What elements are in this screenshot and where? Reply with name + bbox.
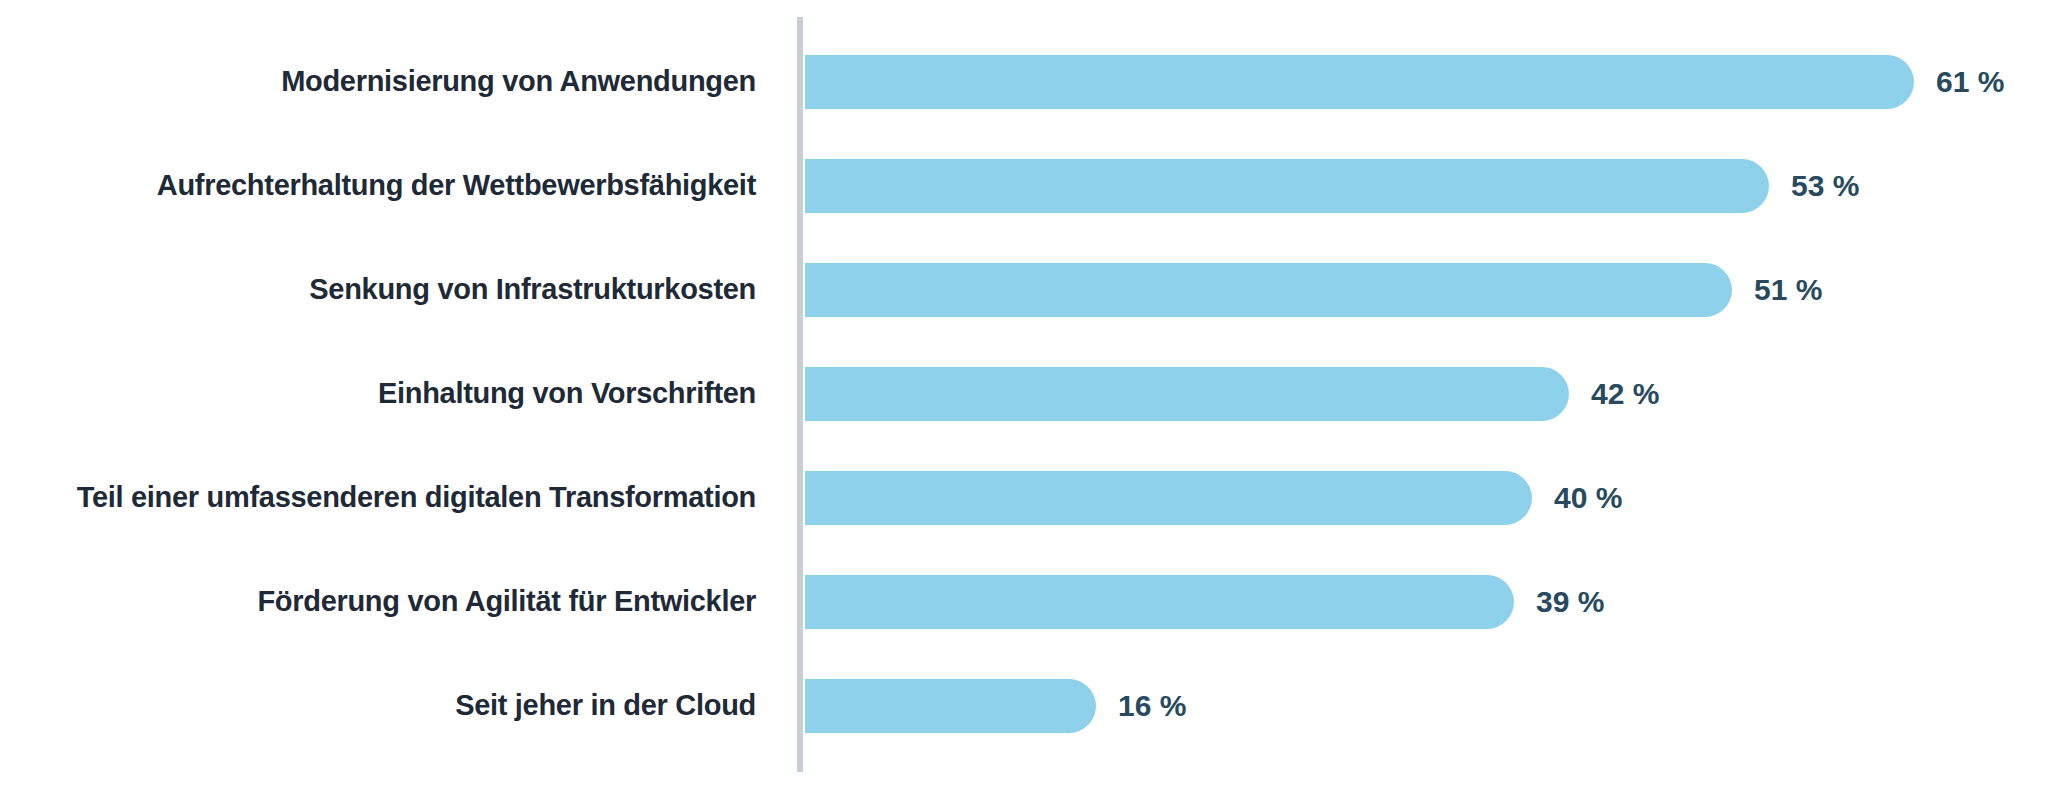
bar-row: Seit jeher in der Cloud 16 % xyxy=(0,654,2058,758)
bar-track: 42 % xyxy=(805,367,2058,421)
bar-row: Einhaltung von Vorschriften 42 % xyxy=(0,342,2058,446)
bar xyxy=(805,471,1532,525)
category-label: Senkung von Infrastrukturkosten xyxy=(0,274,770,306)
category-label: Aufrechterhaltung der Wettbewerbsfähigke… xyxy=(0,170,770,202)
bar-row: Senkung von Infrastrukturkosten 51 % xyxy=(0,238,2058,342)
bar-track: 39 % xyxy=(805,575,2058,629)
bar-row: Modernisierung von Anwendungen 61 % xyxy=(0,30,2058,134)
bar xyxy=(805,679,1096,733)
category-label: Seit jeher in der Cloud xyxy=(0,690,770,722)
value-label: 39 % xyxy=(1536,585,1604,619)
value-label: 51 % xyxy=(1754,273,1822,307)
bar-row: Teil einer umfassenderen digitalen Trans… xyxy=(0,446,2058,550)
bar xyxy=(805,367,1569,421)
bar-track: 16 % xyxy=(805,679,2058,733)
category-label: Förderung von Agilität für Entwickler xyxy=(0,586,770,618)
bar-track: 40 % xyxy=(805,471,2058,525)
bar-chart: Modernisierung von Anwendungen 61 % Aufr… xyxy=(0,0,2058,808)
value-label: 16 % xyxy=(1118,689,1186,723)
bar-rows: Modernisierung von Anwendungen 61 % Aufr… xyxy=(0,30,2058,758)
value-label: 53 % xyxy=(1791,169,1859,203)
category-label: Einhaltung von Vorschriften xyxy=(0,378,770,410)
bar-track: 53 % xyxy=(805,159,2058,213)
value-label: 42 % xyxy=(1591,377,1659,411)
value-label: 40 % xyxy=(1554,481,1622,515)
bar-track: 51 % xyxy=(805,263,2058,317)
bar-row: Förderung von Agilität für Entwickler 39… xyxy=(0,550,2058,654)
bar xyxy=(805,263,1732,317)
value-label: 61 % xyxy=(1936,65,2004,99)
bar xyxy=(805,55,1914,109)
category-label: Teil einer umfassenderen digitalen Trans… xyxy=(0,482,770,514)
bar xyxy=(805,575,1514,629)
category-label: Modernisierung von Anwendungen xyxy=(0,66,770,98)
bar-track: 61 % xyxy=(805,55,2058,109)
bar-row: Aufrechterhaltung der Wettbewerbsfähigke… xyxy=(0,134,2058,238)
bar xyxy=(805,159,1769,213)
